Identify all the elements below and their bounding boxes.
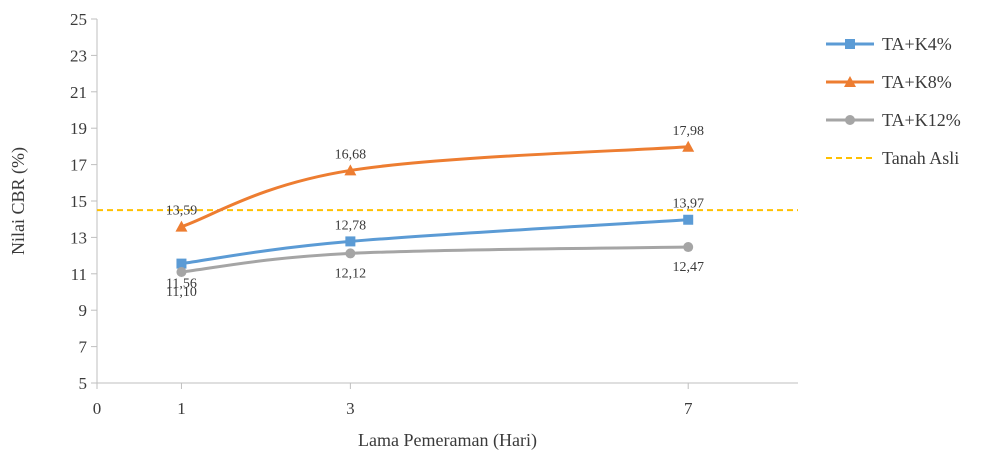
data-point (176, 266, 187, 277)
data-label: 13,97 (672, 197, 704, 212)
data-point (175, 220, 188, 232)
y-tick-label: 23 (70, 46, 87, 65)
data-label: 17,98 (672, 124, 704, 139)
series-line (180, 145, 689, 229)
y-tick-label: 25 (70, 10, 87, 29)
x-tick-label: 3 (346, 399, 355, 418)
x-axis-title: Lama Pemeraman (Hari) (358, 430, 537, 451)
legend-marker (844, 76, 856, 87)
y-tick-label: 21 (70, 83, 87, 102)
data-point (683, 242, 694, 253)
data-point (683, 214, 694, 225)
legend-label: TA+K8% (882, 72, 952, 92)
series-ta-k4-: 11,56 12,78 13,97 (166, 197, 704, 292)
data-label: 12,78 (335, 218, 367, 233)
legend-label: TA+K4% (882, 34, 952, 54)
data-label: 13,59 (166, 204, 198, 219)
series-line (181, 245, 689, 274)
data-point (345, 236, 356, 247)
y-axis-title: Nilai CBR (%) (8, 147, 29, 255)
y-tick-label: 9 (79, 301, 88, 320)
data-point (344, 164, 357, 176)
y-tick-label: 7 (79, 338, 88, 357)
data-label: 16,68 (335, 147, 367, 162)
legend-item: TA+K12% (826, 110, 961, 130)
y-tick-label: 5 (79, 374, 88, 393)
data-point (682, 140, 695, 152)
data-label: 11,10 (166, 285, 197, 300)
data-point (176, 258, 187, 269)
legend-marker (845, 115, 855, 125)
series-ta-k8-: 13,59 16,68 17,98 (166, 124, 704, 232)
legend-marker (845, 39, 855, 49)
x-tick-label: 7 (684, 399, 693, 418)
series-line (181, 218, 689, 266)
legend-item: TA+K8% (826, 72, 952, 92)
legend-label: Tanah Asli (882, 148, 959, 168)
x-tick-label: 0 (93, 399, 102, 418)
y-tick-label: 17 (70, 156, 88, 175)
y-tick-label: 11 (71, 265, 87, 284)
legend-item: Tanah Asli (826, 148, 959, 168)
data-label: 12,47 (672, 260, 704, 275)
legend: TA+K4% TA+K8% TA+K12% Tanah Asli (826, 34, 961, 168)
series-ta-k12-: 11,10 12,12 12,47 (166, 242, 704, 300)
data-label: 12,12 (335, 266, 367, 281)
data-point (345, 248, 356, 259)
y-tick-label: 15 (70, 192, 87, 211)
legend-item: TA+K4% (826, 34, 952, 54)
x-tick-label: 1 (177, 399, 186, 418)
data-label: 11,56 (166, 277, 197, 292)
y-tick-label: 19 (70, 119, 87, 138)
legend-label: TA+K12% (882, 110, 961, 130)
y-tick-label: 13 (70, 228, 87, 247)
